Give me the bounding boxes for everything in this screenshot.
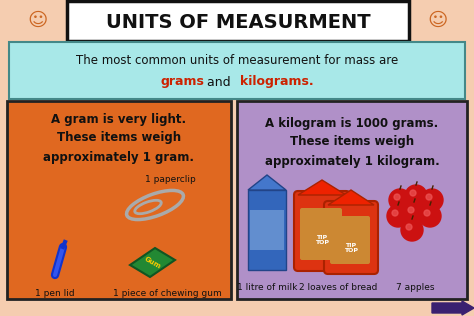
- FancyBboxPatch shape: [67, 1, 409, 41]
- Polygon shape: [248, 175, 286, 190]
- FancyBboxPatch shape: [324, 201, 378, 274]
- FancyArrow shape: [432, 301, 474, 315]
- Polygon shape: [298, 180, 346, 195]
- FancyBboxPatch shape: [7, 101, 231, 299]
- Circle shape: [406, 224, 412, 230]
- Circle shape: [392, 210, 398, 216]
- Circle shape: [394, 194, 400, 200]
- Ellipse shape: [135, 200, 161, 214]
- FancyBboxPatch shape: [294, 191, 350, 271]
- Circle shape: [419, 205, 441, 227]
- Text: UNITS OF MEASURMENT: UNITS OF MEASURMENT: [106, 13, 370, 32]
- Text: kilograms.: kilograms.: [240, 76, 314, 88]
- Text: 2 loaves of bread: 2 loaves of bread: [299, 283, 377, 291]
- Text: and: and: [203, 76, 235, 88]
- FancyBboxPatch shape: [9, 42, 465, 99]
- Text: 7 apples: 7 apples: [396, 283, 434, 291]
- FancyBboxPatch shape: [250, 210, 284, 250]
- Circle shape: [421, 189, 443, 211]
- Text: 1 paperclip: 1 paperclip: [145, 175, 195, 185]
- Text: 1 pen lid: 1 pen lid: [35, 289, 75, 297]
- FancyBboxPatch shape: [248, 190, 286, 270]
- Circle shape: [424, 210, 430, 216]
- Text: TIP
TOP: TIP TOP: [344, 243, 358, 253]
- Circle shape: [405, 185, 427, 207]
- Text: The most common units of measurement for mass are: The most common units of measurement for…: [76, 53, 398, 66]
- FancyBboxPatch shape: [237, 101, 467, 299]
- FancyBboxPatch shape: [300, 208, 342, 260]
- Text: ☺: ☺: [28, 10, 48, 29]
- Text: ☺: ☺: [428, 10, 448, 29]
- Circle shape: [426, 194, 432, 200]
- Circle shape: [403, 202, 425, 224]
- Circle shape: [387, 205, 409, 227]
- Polygon shape: [130, 248, 175, 277]
- Text: 1 piece of chewing gum: 1 piece of chewing gum: [113, 289, 221, 297]
- Text: Gum: Gum: [143, 256, 161, 270]
- Text: TIP
TOP: TIP TOP: [315, 234, 329, 246]
- Circle shape: [389, 189, 411, 211]
- Text: 1 litre of milk: 1 litre of milk: [237, 283, 297, 291]
- Circle shape: [410, 190, 416, 196]
- Text: A gram is very light.
These items weigh
approximately 1 gram.: A gram is very light. These items weigh …: [44, 112, 194, 163]
- FancyBboxPatch shape: [330, 216, 370, 264]
- Polygon shape: [328, 190, 374, 205]
- Text: grams: grams: [160, 76, 204, 88]
- Circle shape: [408, 207, 414, 213]
- Circle shape: [401, 219, 423, 241]
- Text: A kilogram is 1000 grams.
These items weigh
approximately 1 kilogram.: A kilogram is 1000 grams. These items we…: [264, 117, 439, 167]
